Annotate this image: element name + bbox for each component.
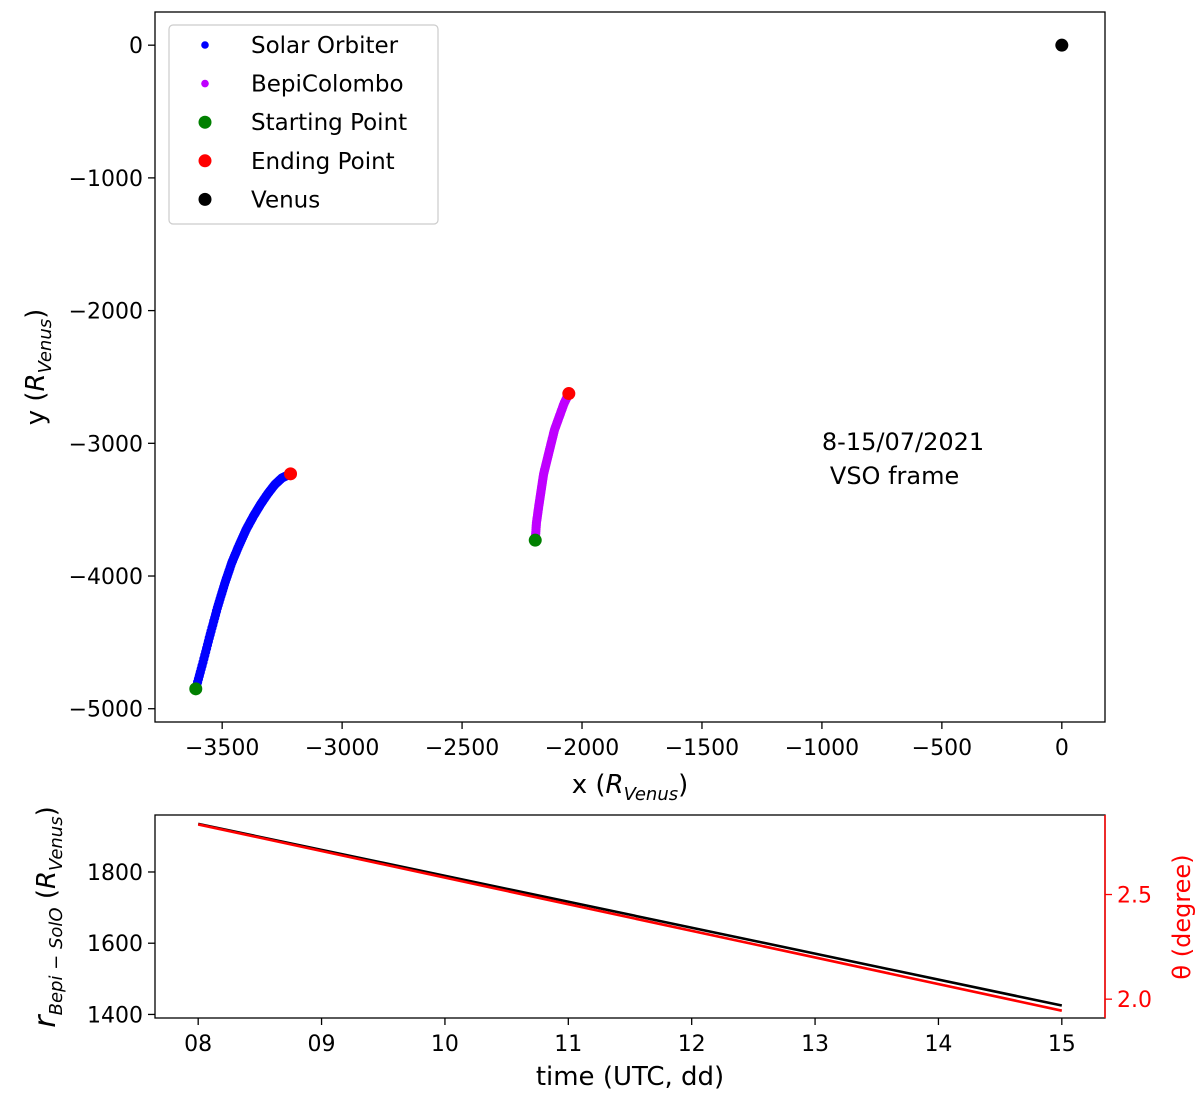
trajectory-plot: −3500 −3000 −2500 −2000 −1500 −1000 −500 0 0−10…	[21, 11, 1106, 805]
bottom-y-tick-label-1: 1600	[87, 932, 143, 957]
bottom-x-tick-label-4: 12	[678, 1032, 706, 1057]
y-tick-label-1: −1000	[69, 167, 143, 192]
legend-box	[168, 24, 439, 225]
bottom-y-tick-label-0: 1400	[87, 1003, 143, 1028]
trajectory-y-ticks: 0 −1000 −2000 −3000 −4000 −5000	[69, 34, 155, 723]
legend-marker-ending-point	[198, 154, 212, 168]
trajectory-plot-data	[189, 38, 1069, 696]
legend-marker-starting-point	[198, 115, 212, 129]
bottom-y-tick-label-2: 1800	[87, 861, 143, 886]
legend-marker-venus	[198, 192, 212, 206]
x-tick-label-3: −2000	[545, 736, 619, 761]
legend-label-solar-orbiter: Solar Orbiter	[251, 33, 399, 59]
bottom-x-tick-label-5: 13	[801, 1032, 829, 1057]
bottom-x-tick-label-7: 15	[1048, 1032, 1076, 1057]
series-starting-point	[189, 533, 542, 696]
legend-label-ending-point: Ending Point	[251, 149, 395, 175]
x-tick-label-7: 0	[1055, 736, 1069, 761]
bottom-x-tick-label-0: 08	[184, 1032, 212, 1057]
right-y-tick-label-0: 2.0	[1117, 988, 1152, 1013]
legend-label-venus: Venus	[251, 187, 320, 213]
separation-plot-data	[197, 822, 1063, 1012]
separation-x-ticks: 08 09 10 11 12 13 14 15	[184, 1018, 1076, 1057]
x-tick-label-4: −1500	[665, 736, 739, 761]
y-tick-label-5: −5000	[69, 698, 143, 723]
y-tick-label-0: 0	[129, 34, 143, 59]
legend-marker-bepicolombo	[201, 79, 209, 88]
right-y-tick-label-1: 2.5	[1117, 884, 1152, 909]
separation-plot: 08 09 10 11 12 13 14 15 1400 1600 1800 2.0 2.5 tim…	[28, 806, 1196, 1092]
bottom-x-tick-label-3: 11	[554, 1032, 582, 1057]
legend-label-starting-point: Starting Point	[251, 110, 407, 136]
trajectory-x-axis-label: x (RVenus)	[572, 770, 689, 805]
starting-point-marker-1	[528, 533, 542, 547]
x-tick-label-5: −1000	[785, 736, 859, 761]
separation-y-ticks: 1400 1600 1800	[87, 861, 155, 1028]
starting-point-marker-0	[189, 682, 203, 696]
bottom-x-tick-label-1: 09	[308, 1032, 336, 1057]
annotation-frame: VSO frame	[830, 462, 959, 490]
ending-point-marker-0	[284, 467, 298, 481]
legend-marker-solar-orbiter	[201, 41, 209, 49]
y-tick-label-3: −3000	[69, 432, 143, 457]
trajectory-x-ticks: −3500 −3000 −2500 −2000 −1500 −1000 −500 0	[185, 722, 1069, 761]
venus-marker-0	[1055, 38, 1069, 52]
x-tick-label-2: −2500	[425, 736, 499, 761]
separation-right-y-ticks: 2.0 2.5	[1105, 884, 1152, 1013]
legend: Solar Orbiter BepiColombo Starting Point En…	[168, 24, 439, 225]
x-tick-label-6: −500	[912, 736, 972, 761]
annotation-date: 8-15/07/2021	[822, 428, 984, 456]
y-tick-label-4: −4000	[69, 565, 143, 590]
series-ending-point	[284, 387, 576, 481]
separation-x-axis-label: time (UTC, dd)	[536, 1062, 724, 1092]
series-bepicolombo	[530, 388, 574, 545]
separation-right-y-axis-label: θ (degree)	[1168, 854, 1196, 979]
x-tick-label-1: −3000	[305, 736, 379, 761]
bottom-x-tick-label-2: 10	[431, 1032, 459, 1057]
series-solar-orbiter	[191, 469, 296, 694]
trajectory-y-axis-label: y (RVenus)	[21, 309, 56, 426]
ending-point-marker-1	[562, 387, 576, 401]
theta-line	[197, 823, 1063, 1012]
y-tick-label-2: −2000	[69, 300, 143, 325]
date-frame-annotation: 8-15/07/2021 VSO frame	[822, 428, 984, 490]
legend-label-bepicolombo: BepiColombo	[251, 72, 404, 98]
x-tick-label-0: −3500	[185, 736, 259, 761]
trajectory-plot-frame	[154, 11, 1106, 723]
bottom-x-tick-label-6: 14	[924, 1032, 952, 1057]
series-venus	[1055, 38, 1069, 52]
separation-y-axis-label: rBepi − SolO (RVenus)	[28, 806, 67, 1028]
